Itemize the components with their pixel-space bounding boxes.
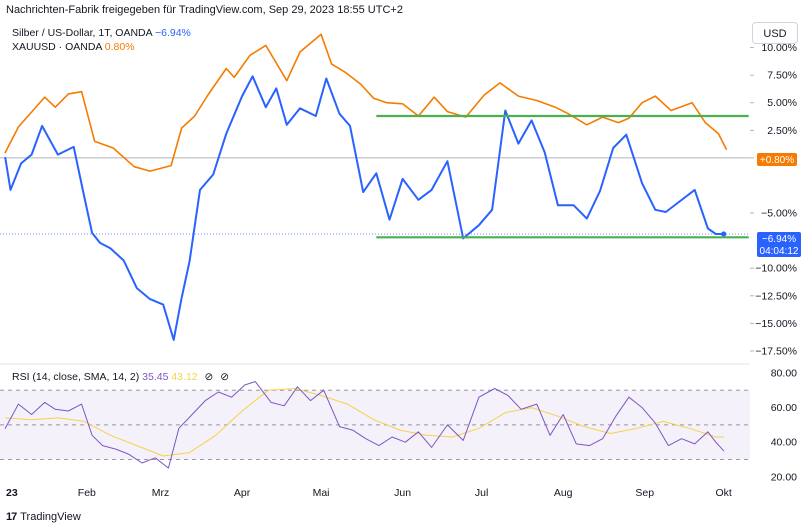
y-tick-label: −5.00% <box>761 208 797 220</box>
rsi-band <box>0 389 750 460</box>
silver-series-value: −6.94% <box>154 27 191 39</box>
x-tick-label: Feb <box>78 487 96 499</box>
x-tick-label: Apr <box>234 487 251 499</box>
y-tick-label: −12.50% <box>755 290 797 302</box>
rsi-label: RSI (14, close, SMA, 14, 2) <box>12 371 140 383</box>
gold-series-label: XAUUSD · OANDA <box>12 41 102 53</box>
support-resistance-lines <box>376 114 749 239</box>
silver-series-label: Silber / US-Dollar, 1T, OANDA <box>12 27 153 39</box>
rsi-tick-label: 80.00 <box>771 367 797 379</box>
x-tick-label: Jun <box>394 487 411 499</box>
y-tick-label: 5.00% <box>767 97 797 109</box>
x-tick-label: Sep <box>635 487 654 499</box>
x-tick-label: Aug <box>554 487 573 499</box>
hide-icon[interactable]: ⊘ <box>204 371 214 383</box>
silver-last-label: −6.94% <box>762 234 796 245</box>
legend-gold[interactable]: XAUUSD · OANDA 0.80% <box>12 41 135 53</box>
rsi-sma-line <box>4 388 725 457</box>
x-tick-label: Okt <box>716 487 732 499</box>
tradingview-brand: TradingView <box>20 511 81 523</box>
countdown-label: 04:04:12 <box>760 246 799 257</box>
rsi-sma-value: 43.12 <box>171 371 198 383</box>
footer-branding: 17 TradingView <box>6 511 81 523</box>
share-header: Nachrichten-Fabrik freigegeben für Tradi… <box>6 4 403 16</box>
x-tick-label: Jul <box>475 487 488 499</box>
rsi-line <box>4 381 725 469</box>
silver-line <box>4 75 725 341</box>
gold-last-label: +0.80% <box>760 155 794 166</box>
tradingview-logo-icon: 17 <box>6 511 17 523</box>
y-tick-label: −17.50% <box>755 345 797 357</box>
gold-last-badge <box>757 153 797 166</box>
gold-line <box>4 33 728 172</box>
hide-icon-2[interactable]: ⊘ <box>220 371 230 383</box>
axes: 10.00%7.50%5.00%2.50%0.00%−5.00%−10.00%−… <box>6 42 797 499</box>
rsi-tick-label: 20.00 <box>771 471 797 483</box>
y-tick-label: −15.00% <box>755 318 797 330</box>
gold-series-value: 0.80% <box>104 41 135 53</box>
y-tick-label: 2.50% <box>767 125 797 137</box>
chart-grid <box>0 157 750 365</box>
rsi-value: 35.45 <box>142 371 169 383</box>
x-tick-label: Mrz <box>152 487 170 499</box>
x-tick-label: Mai <box>313 487 330 499</box>
legend-silver[interactable]: Silber / US-Dollar, 1T, OANDA −6.94% <box>12 27 191 39</box>
y-tick-label: 7.50% <box>767 70 797 82</box>
rsi-tick-label: 40.00 <box>771 437 797 449</box>
price-badges: +0.80% −6.94% 04:04:12 <box>757 153 801 257</box>
y-tick-label: 10.00% <box>761 42 797 54</box>
rsi-tick-label: 60.00 <box>771 402 797 414</box>
currency-button[interactable]: USD <box>752 22 798 44</box>
x-tick-label: 23 <box>6 487 18 499</box>
silver-last-badge <box>757 232 801 257</box>
legend-rsi[interactable]: RSI (14, close, SMA, 14, 2) 35.45 43.12 … <box>12 371 229 383</box>
y-tick-label: −10.00% <box>755 263 797 275</box>
silver-last-point <box>721 231 727 237</box>
series-layer <box>4 33 728 469</box>
